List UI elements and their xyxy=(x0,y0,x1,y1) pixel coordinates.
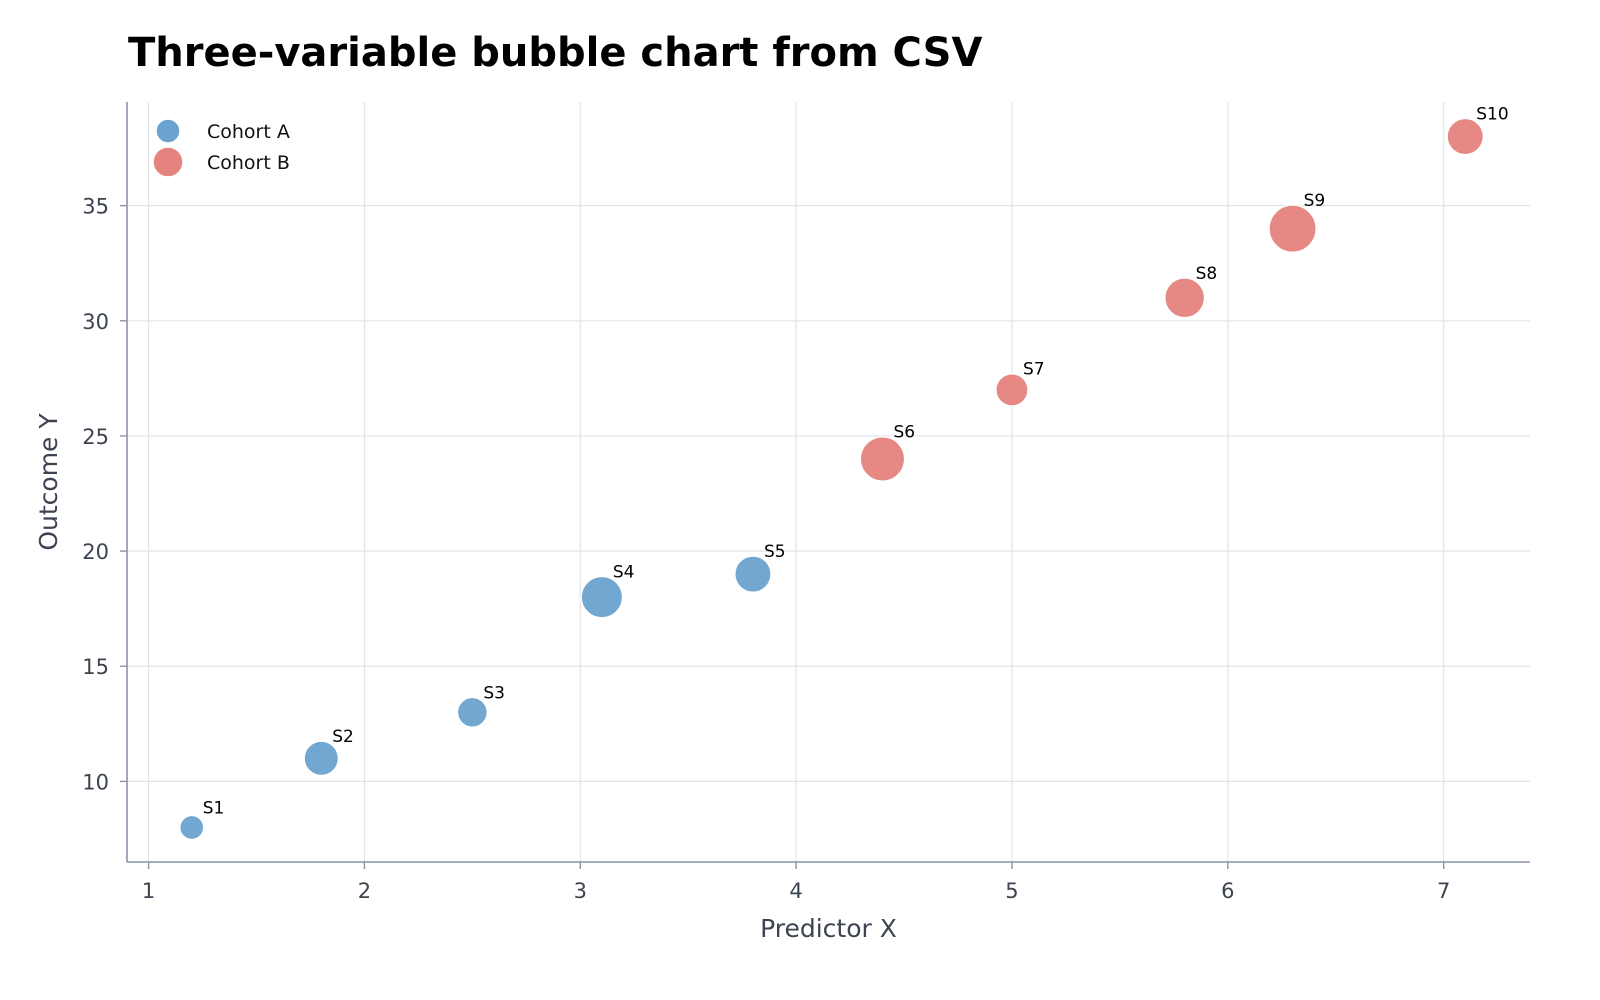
x-tick-label: 7 xyxy=(1437,879,1450,903)
bubble-point xyxy=(456,696,489,729)
point-label: S10 xyxy=(1476,104,1508,124)
x-tick-label: 1 xyxy=(142,879,155,903)
bubble-point xyxy=(1446,117,1485,156)
bubble-point xyxy=(1268,204,1317,254)
y-tick-label: 15 xyxy=(82,655,109,679)
point-label: S2 xyxy=(332,727,354,747)
point-label: S3 xyxy=(483,683,505,703)
point-label: S6 xyxy=(893,423,915,443)
legend-marker xyxy=(152,146,184,178)
x-axis-title: Predictor X xyxy=(760,914,897,943)
x-tick-label: 6 xyxy=(1221,879,1234,903)
legend-marker xyxy=(155,118,181,144)
bubble-point xyxy=(303,740,340,777)
bubble-point xyxy=(995,372,1029,407)
point-label: S5 xyxy=(764,542,786,562)
x-tick-label: 4 xyxy=(789,879,802,903)
bubble-point xyxy=(580,575,624,619)
x-tick-label: 3 xyxy=(574,879,587,903)
y-tick-label: 35 xyxy=(82,195,109,219)
y-axis-title: Outcome Y xyxy=(34,413,63,551)
point-label: S8 xyxy=(1196,264,1218,284)
y-tick-label: 25 xyxy=(82,425,109,449)
chart-title: Three-variable bubble chart from CSV xyxy=(128,30,983,76)
legend-label: Cohort B xyxy=(207,152,290,174)
point-label: S9 xyxy=(1304,191,1326,211)
y-tick-label: 10 xyxy=(82,770,109,794)
y-tick-label: 20 xyxy=(82,540,109,564)
x-tick-label: 2 xyxy=(358,879,371,903)
y-tick-label: 30 xyxy=(82,310,109,334)
bubble-point xyxy=(1163,277,1206,319)
bubble-point xyxy=(859,435,906,482)
legend-label: Cohort A xyxy=(207,121,290,143)
bubble-point xyxy=(734,555,772,594)
point-label: S7 xyxy=(1023,360,1045,380)
point-label: S4 xyxy=(613,562,635,582)
bubble-point xyxy=(178,814,205,841)
point-label: S1 xyxy=(203,798,225,818)
x-tick-label: 5 xyxy=(1005,879,1018,903)
